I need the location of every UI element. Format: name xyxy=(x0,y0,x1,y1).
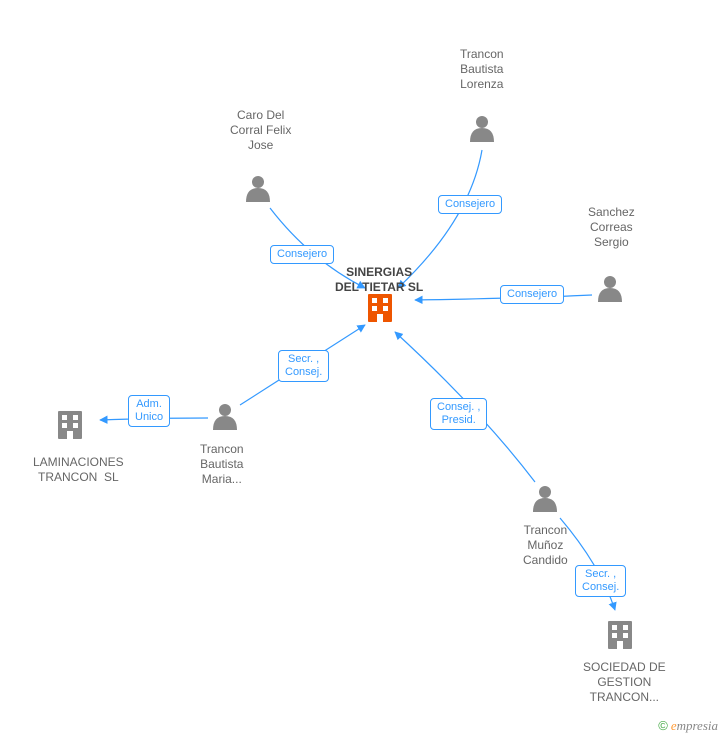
edge-label: Consejero xyxy=(438,195,502,214)
edge-label: Secr. , Consej. xyxy=(575,565,626,597)
person-icon xyxy=(470,116,494,142)
watermark: ©empresia xyxy=(658,718,718,734)
node-label-trancon_bautista_maria: Trancon Bautista Maria... xyxy=(200,442,244,487)
edge-label: Consej. , Presid. xyxy=(430,398,487,430)
node-label-sociedad_gestion: SOCIEDAD DE GESTION TRANCON... xyxy=(583,660,666,705)
diagram-canvas xyxy=(0,0,728,740)
person-icon xyxy=(533,486,557,512)
node-label-sanchez_correas: Sanchez Correas Sergio xyxy=(588,205,635,250)
watermark-rest: mpresia xyxy=(677,718,718,733)
node-label-laminaciones: LAMINACIONES TRANCON SL xyxy=(33,455,124,485)
edge-label: Secr. , Consej. xyxy=(278,350,329,382)
person-icon xyxy=(598,276,622,302)
edge-label: Consejero xyxy=(500,285,564,304)
building-icon xyxy=(58,411,82,439)
node-label-center: SINERGIAS DEL TIETAR SL xyxy=(335,265,423,295)
edge-label: Adm. Unico xyxy=(128,395,170,427)
building-icon xyxy=(608,621,632,649)
person-icon xyxy=(246,176,270,202)
copyright-symbol: © xyxy=(658,718,668,733)
node-label-trancon_munoz_candido: Trancon Muñoz Candido xyxy=(523,523,568,568)
node-label-caro_del_corral: Caro Del Corral Felix Jose xyxy=(230,108,291,153)
node-label-trancon_bautista_lorenza: Trancon Bautista Lorenza xyxy=(460,47,504,92)
edge-label: Consejero xyxy=(270,245,334,264)
building-icon xyxy=(368,294,392,322)
person-icon xyxy=(213,404,237,430)
